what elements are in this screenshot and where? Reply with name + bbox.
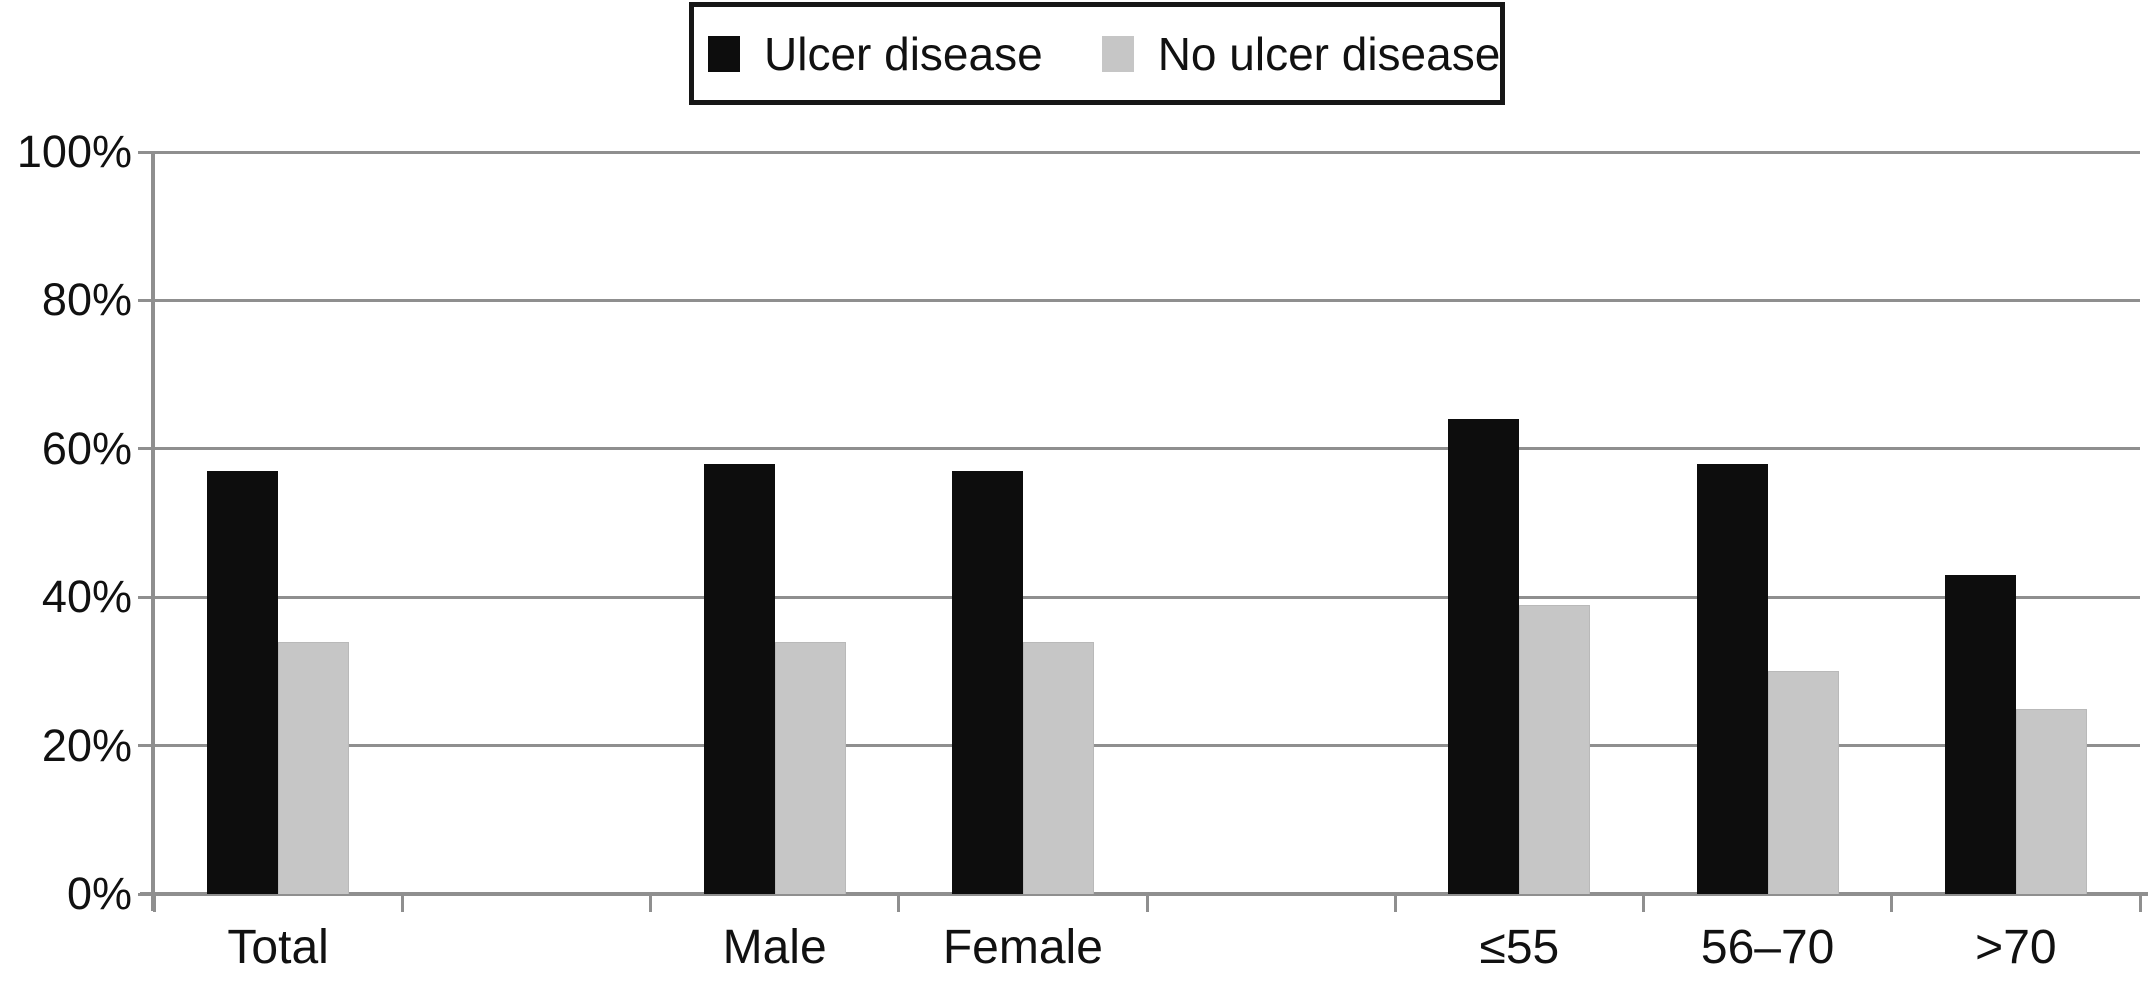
y-axis-label-80: 80% [41, 274, 132, 326]
gridline-100 [154, 150, 2140, 154]
bar-no-ulcer-disease-female [1022, 641, 1094, 894]
x-axis-line [140, 892, 2148, 896]
x-tick-6 [1642, 894, 1645, 912]
x-tick-3 [897, 894, 901, 912]
y-axis-label-20: 20% [41, 719, 132, 771]
x-axis-label-56-70: 56–70 [1700, 921, 1835, 974]
y-tick-60 [138, 447, 154, 451]
gridline-20 [154, 744, 2140, 748]
legend-label-ulcer-disease: Ulcer disease [764, 27, 1043, 80]
y-axis-label-0: 0% [66, 868, 132, 919]
x-tick-0 [152, 894, 156, 912]
bar-no-ulcer-disease-le55 [1519, 604, 1591, 894]
y-axis-label-60: 60% [41, 422, 132, 474]
bar-ulcer-disease-male [703, 463, 775, 894]
x-axis-label-le55: ≤55 [1479, 921, 1560, 974]
y-tick-40 [138, 595, 154, 599]
bar-no-ulcer-disease-total [278, 641, 350, 894]
y-axis-line [151, 151, 155, 911]
chart-legend: Ulcer disease No ulcer disease [689, 2, 1505, 105]
x-tick-1 [400, 894, 404, 912]
bar-no-ulcer-disease-56-70 [1767, 671, 1839, 894]
x-axis-label-gt70: >70 [1975, 921, 2057, 974]
gridline-40 [154, 595, 2140, 599]
bar-ulcer-disease-female [951, 471, 1023, 894]
x-tick-5 [1393, 894, 1397, 912]
legend-swatch-ulcer-disease [708, 35, 740, 72]
x-axis-label-female: Female [942, 921, 1103, 974]
x-tick-4 [1145, 894, 1149, 912]
y-tick-20 [138, 744, 154, 748]
legend-swatch-no-ulcer-disease [1101, 35, 1134, 72]
bar-ulcer-disease-56-70 [1696, 463, 1768, 894]
bar-no-ulcer-disease-male [774, 641, 846, 894]
plot-area [138, 150, 2148, 912]
x-tick-2 [649, 894, 652, 912]
x-tick-7 [1890, 894, 1894, 912]
bar-ulcer-disease-le55 [1448, 419, 1520, 894]
legend-item-no-ulcer-disease: No ulcer disease [1101, 27, 1501, 80]
gridline-60 [154, 447, 2140, 451]
x-axis-label-total: Total [227, 921, 329, 974]
bar-no-ulcer-disease-gt70 [2015, 708, 2087, 894]
gridline-80 [154, 298, 2140, 302]
bar-ulcer-disease-total [207, 471, 279, 894]
y-tick-100 [138, 150, 154, 154]
legend-label-no-ulcer-disease: No ulcer disease [1157, 27, 1501, 80]
y-tick-80 [138, 298, 154, 302]
legend-item-ulcer-disease: Ulcer disease [708, 31, 1043, 77]
x-tick-8 [2138, 894, 2142, 912]
y-axis-label-40: 40% [41, 571, 132, 623]
x-axis-label-male: Male [722, 921, 827, 974]
y-tick-0 [138, 892, 154, 896]
y-axis-label-100: 100% [16, 126, 132, 177]
bar-ulcer-disease-gt70 [1944, 574, 2016, 894]
